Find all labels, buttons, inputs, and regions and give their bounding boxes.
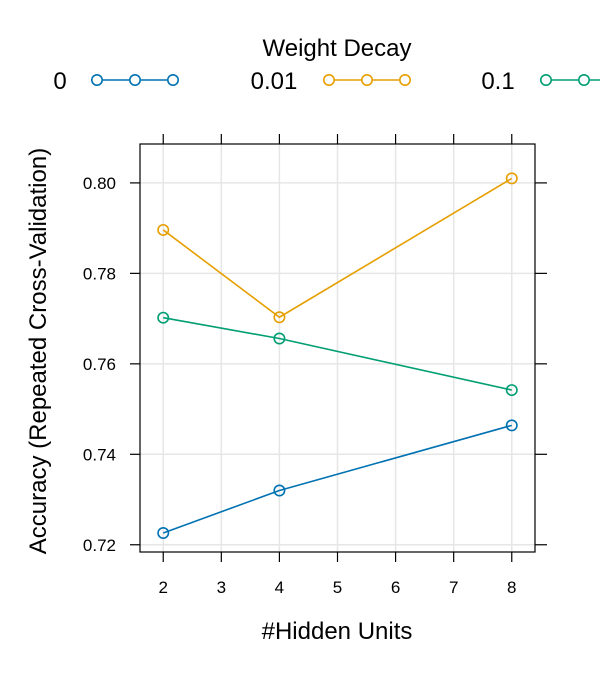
legend-marker <box>167 74 180 87</box>
series-0 <box>157 419 518 540</box>
legend: Weight Decay 0 0.01 0.1 <box>53 35 600 95</box>
data-point <box>157 223 170 236</box>
x-tick-label: 6 <box>391 578 400 597</box>
series-line <box>162 177 513 319</box>
legend-label: 0 <box>53 68 66 95</box>
y-tick-label: 0.80 <box>83 174 116 193</box>
legend-item: 0.01 <box>251 68 411 95</box>
legend-marker <box>539 74 552 87</box>
series-0.1 <box>157 311 518 397</box>
y-tick-label: 0.72 <box>83 536 116 555</box>
legend-marker <box>322 74 335 87</box>
series-0.01 <box>157 172 518 324</box>
axis-ticks: 2 3 4 5 6 7 8 0.72 0.74 0.76 0.78 0.80 <box>83 134 547 597</box>
y-axis-label: Accuracy (Repeated Cross-Validation) <box>25 148 52 554</box>
legend-title: Weight Decay <box>263 35 412 62</box>
x-tick-label: 3 <box>217 578 226 597</box>
data-point <box>505 419 518 432</box>
data-point <box>157 527 170 540</box>
series-line <box>162 424 512 534</box>
y-tick-label: 0.78 <box>83 264 116 283</box>
data-point <box>273 332 286 345</box>
x-tick-label: 4 <box>275 578 284 597</box>
x-tick-label: 2 <box>159 578 168 597</box>
x-axis-label: #Hidden Units <box>262 618 413 645</box>
legend-label: 0.01 <box>251 68 298 95</box>
legend-label: 0.1 <box>481 68 514 95</box>
x-tick-label: 7 <box>449 578 458 597</box>
legend-marker <box>129 74 142 87</box>
legend-marker <box>398 74 411 87</box>
legend-marker <box>577 74 590 87</box>
grid <box>140 144 535 552</box>
legend-marker <box>91 74 104 87</box>
legend-item: 0 <box>53 68 180 95</box>
y-tick-label: 0.74 <box>83 445 116 464</box>
data-point <box>157 311 170 324</box>
series-line <box>163 316 512 391</box>
legend-item: 0.1 <box>481 68 600 95</box>
data-point <box>273 484 286 497</box>
series-layer <box>157 172 518 540</box>
y-tick-label: 0.76 <box>83 355 116 374</box>
data-point <box>505 172 518 185</box>
x-tick-label: 8 <box>507 578 516 597</box>
data-point <box>273 311 286 324</box>
x-tick-label: 5 <box>333 578 342 597</box>
data-point <box>505 384 518 397</box>
legend-marker <box>360 74 373 87</box>
